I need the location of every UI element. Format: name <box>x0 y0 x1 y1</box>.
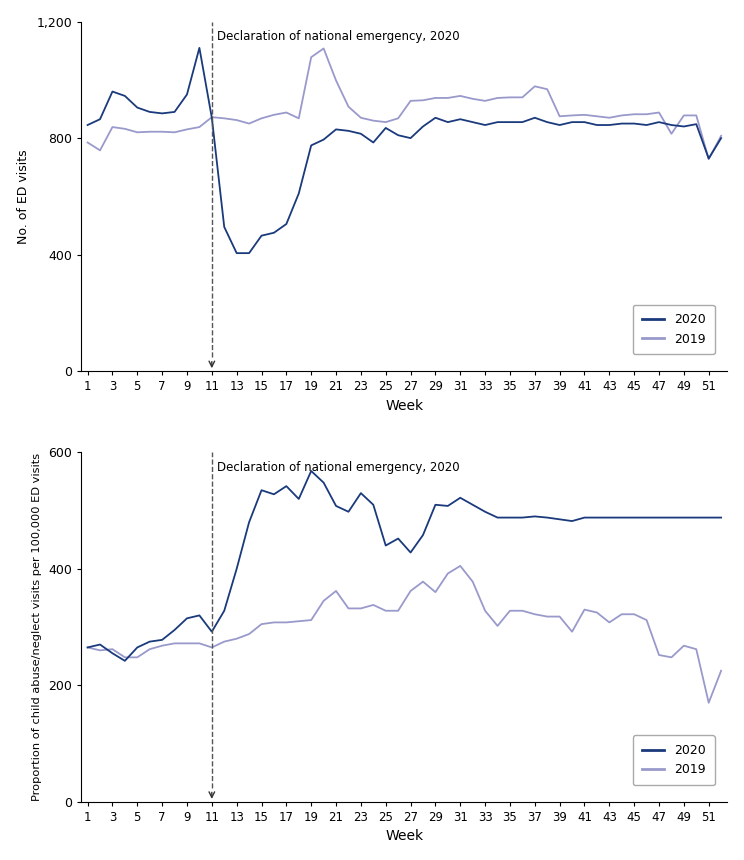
X-axis label: Week: Week <box>385 399 423 413</box>
Text: Declaration of national emergency, 2020: Declaration of national emergency, 2020 <box>217 461 459 474</box>
Legend: 2020, 2019: 2020, 2019 <box>633 304 715 354</box>
X-axis label: Week: Week <box>385 829 423 844</box>
Text: Declaration of national emergency, 2020: Declaration of national emergency, 2020 <box>217 30 459 43</box>
Y-axis label: No. of ED visits: No. of ED visits <box>16 149 30 243</box>
Y-axis label: Proportion of child abuse/neglect visits per 100,000 ED visits: Proportion of child abuse/neglect visits… <box>31 453 42 802</box>
Legend: 2020, 2019: 2020, 2019 <box>633 735 715 785</box>
